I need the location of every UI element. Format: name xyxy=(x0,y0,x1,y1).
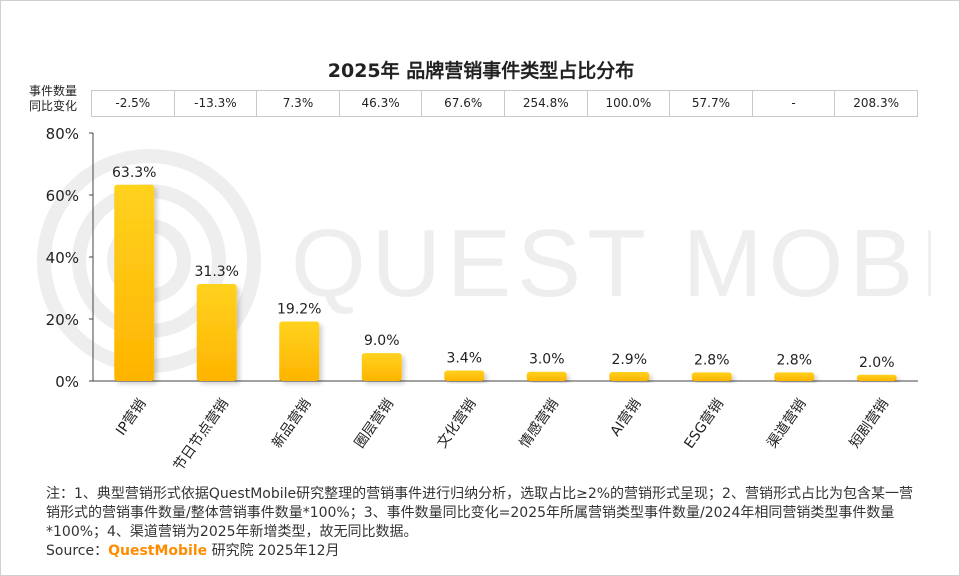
bar-value-label: 3.0% xyxy=(529,352,565,368)
yoy-cell: 57.7% xyxy=(669,91,752,116)
source-line: Source：QuestMobile 研究院 2025年12月 xyxy=(46,542,340,561)
bar xyxy=(609,372,650,381)
yoy-change-table: -2.5% -13.3% 7.3% 46.3% 67.6% 254.8% 100… xyxy=(91,90,918,117)
change-row-label: 事件数量 同比变化 xyxy=(29,84,89,114)
bar-value-label: 19.2% xyxy=(277,301,321,317)
y-tick-label: 40% xyxy=(46,249,79,267)
change-row-label-line2: 同比变化 xyxy=(29,99,78,113)
yoy-cell: 254.8% xyxy=(503,91,587,116)
yoy-cell: 208.3% xyxy=(834,91,917,116)
bar xyxy=(774,372,815,381)
x-category-label: AI营销 xyxy=(607,396,644,439)
bar-chart: 0% 20% 40% 60% 80% 63.3% IP营销 31.3% 节日节点营销 19.2% 新… xyxy=(46,125,918,474)
source-suffix: 研究院 2025年12月 xyxy=(207,543,340,559)
bar-value-label: 63.3% xyxy=(112,165,156,181)
x-category-label: 渠道营销 xyxy=(764,396,809,451)
bar-value-label: 31.3% xyxy=(195,264,239,280)
y-tick-label: 0% xyxy=(55,373,79,391)
bar xyxy=(444,370,485,381)
y-tick-label: 20% xyxy=(46,311,79,329)
bar-value-label: 3.4% xyxy=(446,350,482,366)
y-tick-label: 60% xyxy=(46,187,79,205)
bar xyxy=(526,371,567,381)
bar xyxy=(114,184,155,381)
x-category-label: ESG营销 xyxy=(681,396,727,452)
footnote: 注：1、典型营销形式依据QuestMobile研究整理的营销事件进行归纳分析，选… xyxy=(46,486,913,540)
x-category-label: 情感营销 xyxy=(516,396,562,452)
x-category-label: 新品营销 xyxy=(269,396,314,451)
bar xyxy=(279,321,320,381)
x-category-label: 圈层营销 xyxy=(352,396,397,451)
change-row-label-line1: 事件数量 xyxy=(29,84,78,98)
yoy-cell: 100.0% xyxy=(586,91,670,116)
bar-value-label: 2.8% xyxy=(776,352,812,368)
x-category-label: IP营销 xyxy=(113,396,149,438)
bar xyxy=(691,372,732,381)
yoy-cell: 67.6% xyxy=(421,91,504,116)
source-prefix: Source： xyxy=(46,543,109,559)
yoy-cell: 46.3% xyxy=(338,91,422,116)
yoy-cell: -13.3% xyxy=(173,91,257,116)
bar xyxy=(196,283,237,381)
bar-value-label: 9.0% xyxy=(364,333,400,349)
bar-value-label: 2.8% xyxy=(694,352,730,368)
bar xyxy=(361,353,402,381)
bar xyxy=(856,374,897,381)
x-category-label: 短剧营销 xyxy=(847,396,892,451)
y-tick-label: 80% xyxy=(46,125,79,143)
x-category-label: 节日节点营销 xyxy=(171,396,232,474)
x-category-label: 文化营销 xyxy=(434,396,479,451)
bar-value-label: 2.9% xyxy=(611,352,647,368)
yoy-cell: -2.5% xyxy=(115,96,151,110)
yoy-cell: - xyxy=(751,91,835,116)
bar-value-label: 2.0% xyxy=(859,355,895,371)
chart-title: 2025年 品牌营销事件类型占比分布 xyxy=(327,60,635,82)
source-brand: QuestMobile xyxy=(108,543,208,559)
yoy-cell: 7.3% xyxy=(256,91,339,116)
